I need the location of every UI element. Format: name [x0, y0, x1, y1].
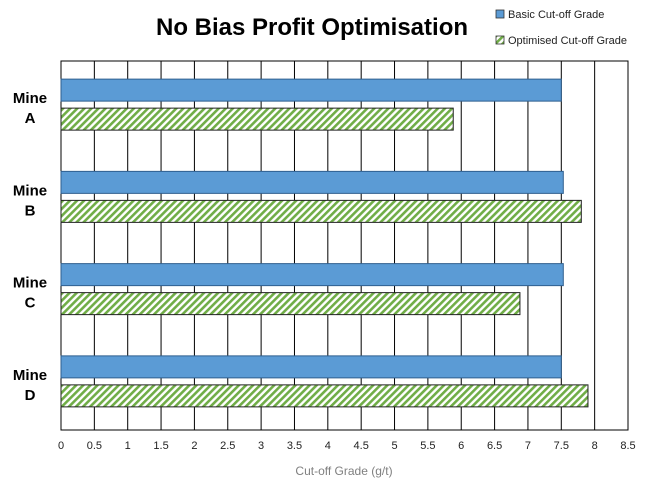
x-tick-label: 0.5 — [87, 440, 102, 452]
bar-optimised-1 — [60, 199, 582, 223]
x-tick-label: 1.5 — [153, 440, 168, 452]
x-tick-label: 6 — [458, 440, 464, 452]
x-tick-label: 4 — [325, 440, 331, 452]
x-tick-label: 8 — [592, 440, 598, 452]
x-tick-label: 0 — [58, 440, 64, 452]
x-tick-label: 8.5 — [620, 440, 635, 452]
x-tick-label: 1 — [125, 440, 131, 452]
bar-optimised-3 — [60, 384, 589, 408]
y-category-label: A — [25, 110, 36, 127]
x-tick-label: 2.5 — [220, 440, 235, 452]
bar-basic-2 — [60, 263, 564, 287]
legend-swatch — [495, 9, 505, 19]
x-axis-title: Cut-off Grade (g/t) — [295, 464, 392, 478]
x-tick-label: 3.5 — [287, 440, 302, 452]
y-category-label: Mine — [13, 90, 47, 107]
y-category-label: Mine — [13, 367, 47, 384]
chart-title: No Bias Profit Optimisation — [156, 14, 468, 41]
x-tick-label: 7.5 — [554, 440, 569, 452]
bar-optimised-0 — [60, 107, 454, 131]
bar-basic-1 — [60, 170, 564, 194]
y-category-label: Mine — [13, 275, 47, 292]
x-tick-label: 2 — [191, 440, 197, 452]
x-tick-label: 6.5 — [487, 440, 502, 452]
bar-basic-3 — [60, 355, 562, 379]
x-tick-label: 3 — [258, 440, 264, 452]
legend-label: Basic Cut-off Grade — [508, 9, 604, 21]
x-tick-label: 5 — [391, 440, 397, 452]
x-tick-label: 4.5 — [354, 440, 369, 452]
legend-label: Optimised Cut-off Grade — [508, 35, 627, 47]
y-category-label: D — [25, 387, 36, 404]
y-category-label: B — [25, 202, 36, 219]
y-category-label: Mine — [13, 182, 47, 199]
plot-area: 0 0.5 1 1.5 2 2.5 3 3.5 4 4.5 5 5.5 6 6.5 7 7.5 8 8.5 Mine… — [13, 60, 636, 452]
x-tick-label: 5.5 — [420, 440, 435, 452]
bar-basic-0 — [60, 78, 562, 102]
legend: Basic Cut-off Grade Optimised Cut-off Gra… — [495, 9, 627, 47]
bar-optimised-2 — [60, 292, 521, 316]
y-category-label: C — [25, 295, 36, 312]
x-tick-label: 7 — [525, 440, 531, 452]
plot-border — [60, 60, 629, 431]
legend-swatch — [495, 35, 505, 45]
